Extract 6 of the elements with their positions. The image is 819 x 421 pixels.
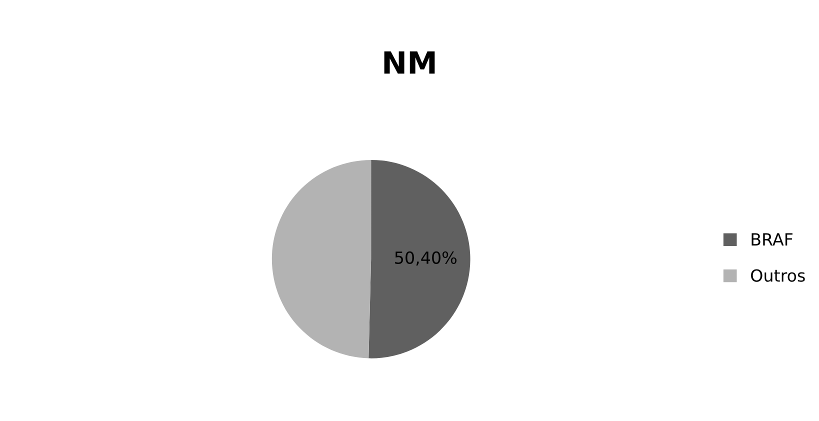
pie-slice <box>368 160 470 358</box>
legend-label: Outros <box>751 269 805 282</box>
pie-slice <box>272 160 372 358</box>
data-label: 50,40% <box>395 251 456 266</box>
legend-label: BRAF <box>752 233 792 246</box>
chart-title: NM <box>384 51 435 74</box>
